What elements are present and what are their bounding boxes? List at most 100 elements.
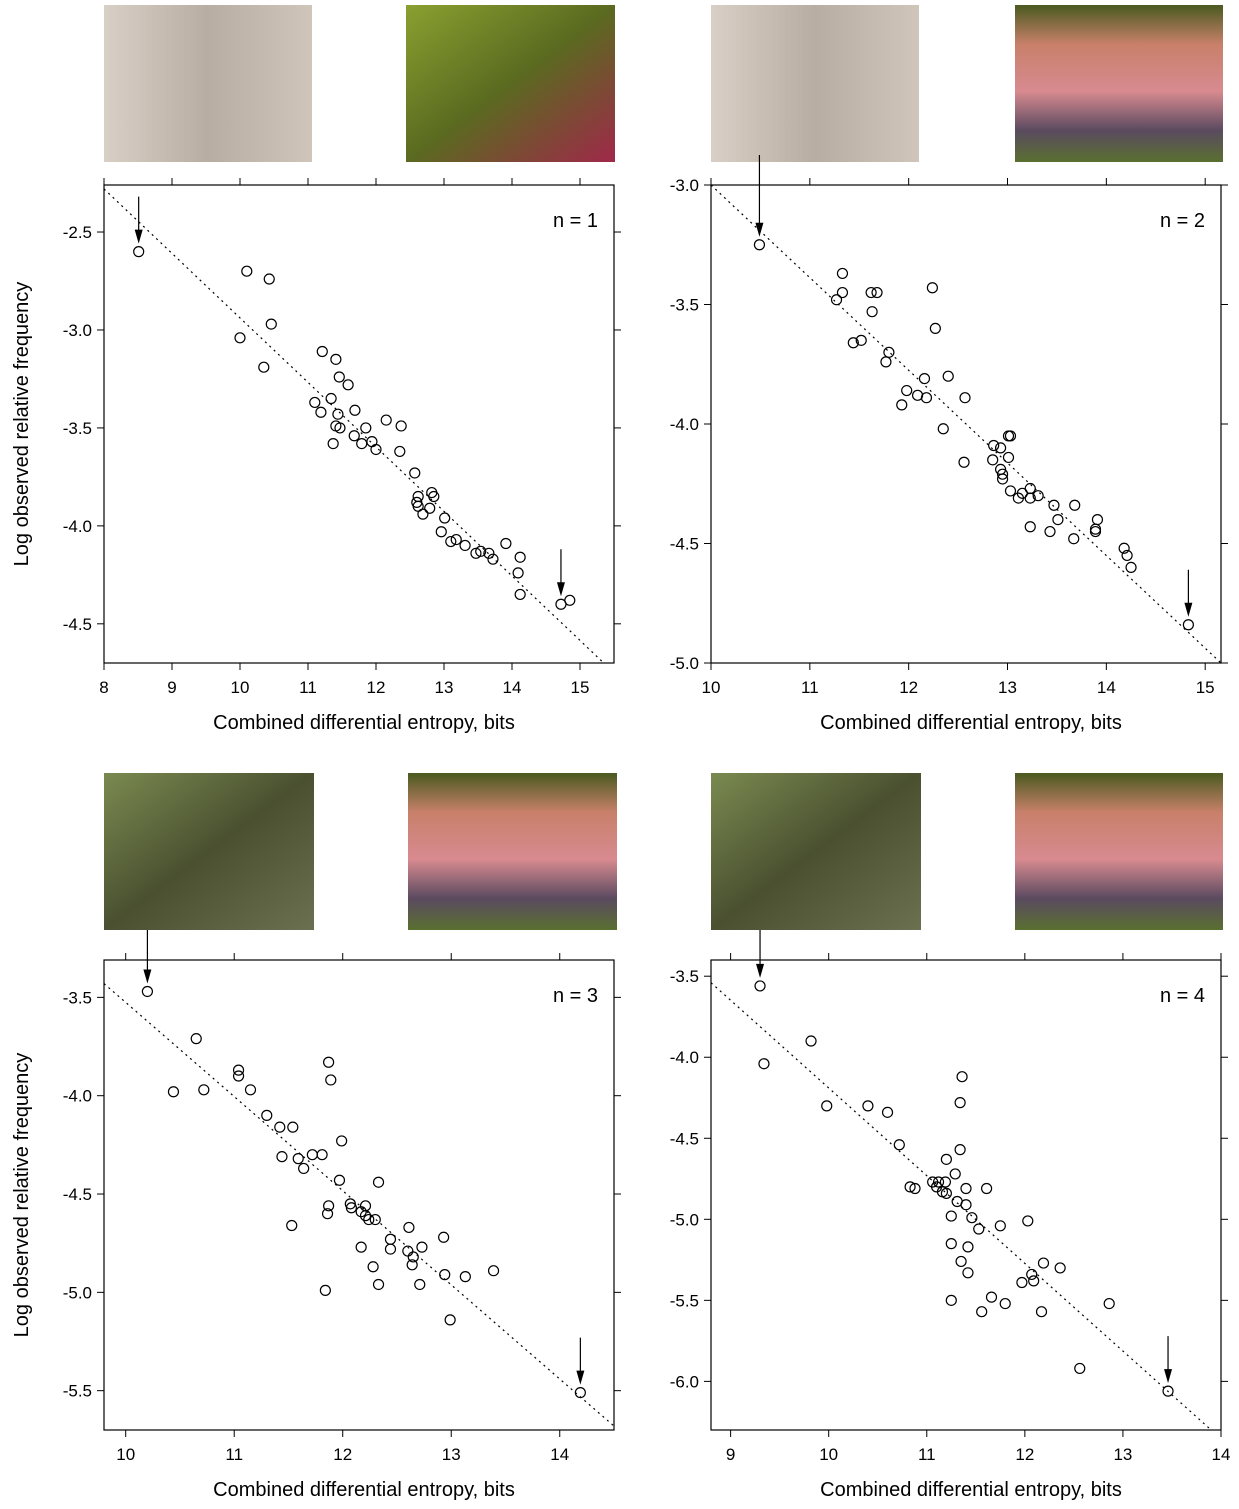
x-tick-label: 13 [435,678,454,697]
y-tick-label: -5.5 [670,1291,699,1310]
point [363,1213,375,1226]
point [901,384,913,397]
point [323,1056,335,1068]
point [1048,499,1060,511]
point [258,361,270,373]
y-tick-label: -4.5 [63,615,92,634]
point [1026,1268,1038,1281]
point [276,1151,288,1163]
point [1069,499,1081,511]
fit-line [103,188,605,664]
y-tick-label: -3.5 [670,967,699,986]
point [232,1064,245,1076]
point [945,1294,957,1306]
x-tick-label: 10 [116,1445,135,1464]
point [1074,1362,1086,1375]
point [384,1233,397,1245]
photo [406,5,615,162]
point [333,1174,346,1186]
photo [104,773,314,930]
arrow [556,549,565,597]
point [360,422,372,434]
photo [1015,5,1223,162]
plot-frame [103,184,615,664]
point [994,442,1007,454]
x-axis-label: Combined differential entropy, bits [820,1479,1122,1501]
point [881,1106,894,1118]
point [926,282,938,294]
point [883,346,895,358]
plot-frame [710,959,1222,1431]
point [754,980,766,992]
point [753,239,766,251]
point [1028,1275,1040,1287]
point [994,1220,1006,1232]
point [1004,485,1017,497]
point [1121,549,1133,562]
point [241,265,253,277]
x-tick-label: 12 [367,678,386,697]
point [942,370,954,382]
point [438,1231,450,1243]
point [805,1035,817,1047]
point [512,567,524,579]
x-tick-label: 12 [899,678,918,697]
arrow [134,196,143,244]
x-tick-label: 15 [1196,678,1215,697]
arrow [576,1337,585,1385]
point [372,1176,385,1188]
y-tick-label: -4.5 [670,1129,699,1148]
point [356,437,368,450]
arrow-head [1164,1369,1173,1384]
point [1054,1262,1066,1274]
point [920,392,933,404]
point [380,414,392,426]
point [932,1176,945,1188]
point [265,318,277,330]
y-tick-label: -2.5 [63,223,92,242]
x-tick-label: 13 [442,1445,461,1464]
arrow-head [134,229,143,244]
point [1068,533,1080,545]
point [821,1100,833,1112]
point [424,502,436,514]
point [996,473,1009,485]
chart-panel: 10 11 12 13 14 15 -3.0 -3.5 -4.0 -4.5 -5.0 Combined… [670,155,1228,734]
point [960,1182,972,1195]
point [439,512,451,524]
point [325,392,337,405]
point [483,547,495,559]
point [985,1291,998,1303]
point [345,1202,358,1214]
annotation: n = 3 [553,985,598,1007]
x-tick-label: 13 [998,678,1017,697]
point [1103,1297,1115,1310]
point [987,454,999,466]
y-tick-label: -5.0 [63,1283,92,1302]
point [435,526,447,538]
x-tick-label: 14 [1097,678,1116,697]
point [939,1176,952,1188]
y-tick-label: -5.0 [670,1210,699,1229]
point [407,1251,419,1263]
x-tick-label: 14 [550,1445,569,1464]
point [298,1162,310,1175]
point [1037,1257,1050,1269]
y-axis-label: Log observed relative frequency [11,282,33,567]
x-tick-label: 12 [1015,1445,1034,1464]
point [366,436,378,448]
x-tick-label: 10 [231,678,250,697]
x-tick-label: 10 [702,678,721,697]
point [321,1208,334,1220]
point [973,1223,985,1235]
y-tick-label: -4.0 [670,1048,699,1067]
point [940,1153,952,1165]
point [1125,561,1137,574]
point [384,1243,397,1255]
point [945,1210,957,1222]
x-tick-label: 9 [726,1445,735,1464]
point [409,467,421,479]
photo [711,5,919,162]
point [996,468,1009,480]
y-axis-label: Log observed relative frequency [11,1053,33,1338]
